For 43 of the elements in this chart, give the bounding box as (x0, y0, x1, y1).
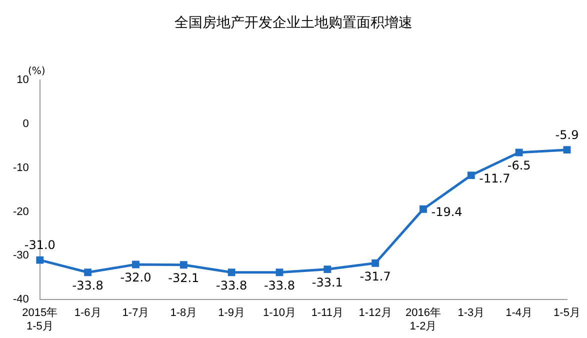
x-tick-label: 1-11月 (311, 307, 344, 320)
data-label: -5.9 (555, 128, 579, 142)
y-tick-label: -30 (12, 250, 29, 262)
point (228, 268, 236, 276)
data-label: -33.1 (312, 275, 343, 290)
point (372, 259, 380, 267)
point (515, 148, 523, 156)
x-tick-label: 1-4月 (506, 307, 533, 320)
x-tick-label: 2015年 1-5月 (22, 307, 58, 332)
data-label: -6.5 (507, 158, 531, 173)
y-tick-label: -20 (12, 206, 29, 218)
data-label: -33.8 (72, 278, 104, 292)
y-tick-label: -10 (12, 162, 29, 174)
data-label: -33.8 (264, 278, 296, 292)
y-axis-title: (%) (28, 66, 46, 77)
point (180, 261, 188, 269)
data-label: -11.7 (479, 171, 510, 186)
x-tick-label: 1-3月 (458, 307, 485, 320)
x-tick-label: 1-5月 (554, 307, 580, 320)
data-label: -32.1 (168, 271, 200, 286)
data-label: -31.7 (360, 269, 391, 284)
point (467, 172, 475, 180)
point (324, 266, 332, 274)
data-label: -33.8 (216, 278, 248, 292)
point (84, 268, 92, 276)
x-tick-label: 1-6月 (74, 307, 102, 320)
data-label: -19.4 (431, 205, 462, 220)
y-tick-label: 0 (22, 118, 29, 130)
point (36, 256, 44, 264)
point (132, 260, 140, 268)
x-tick-label: 1-8月 (170, 307, 198, 320)
x-tick-label: 1-12月 (358, 307, 392, 320)
x-tick-label: 1-10月 (262, 307, 296, 320)
x-tick-label: 2016年 1-2月 (406, 307, 441, 332)
chart-title: 全国房地产开发企业土地购置面积增速 (174, 14, 414, 32)
y-tick-label: 10 (16, 74, 29, 86)
y-tick-label: -40 (12, 294, 29, 306)
x-tick-label: 1-9月 (218, 307, 246, 320)
point (276, 268, 284, 276)
point (420, 205, 427, 213)
point (563, 146, 571, 154)
x-tick-label: 1-7月 (122, 307, 150, 320)
data-label: -32.0 (120, 270, 152, 285)
